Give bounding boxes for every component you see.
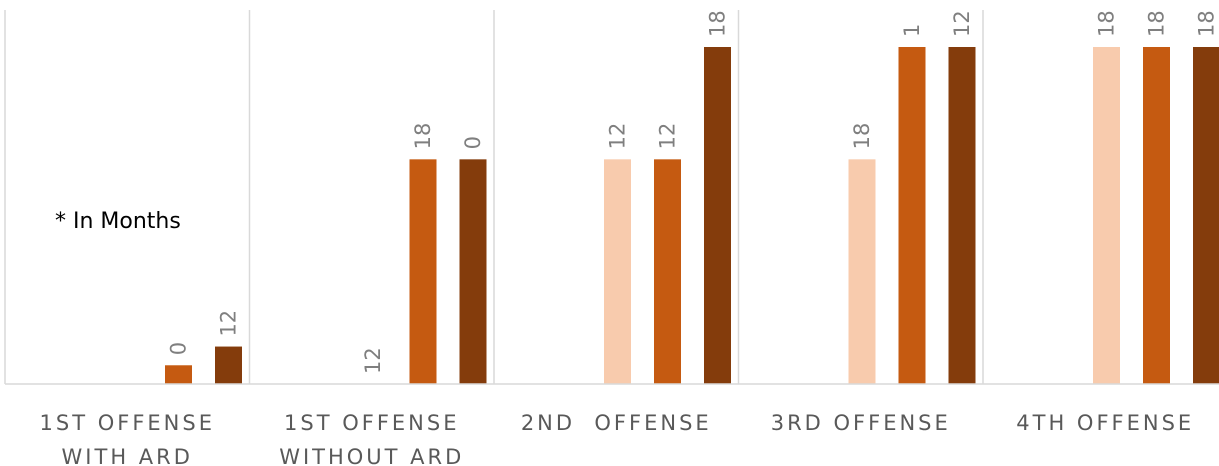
- data-label: 12: [606, 123, 630, 150]
- data-label: 12: [950, 10, 974, 37]
- data-label: 18: [1095, 10, 1119, 37]
- data-label: 12: [217, 310, 241, 337]
- category-label: WITH ARD: [62, 445, 193, 466]
- bar: [459, 159, 487, 384]
- bar: [704, 47, 731, 384]
- category-label: 3RD OFFENSE: [771, 411, 951, 435]
- bar: [1093, 47, 1120, 384]
- category-label: 2ND OFFENSE: [521, 411, 712, 435]
- data-label: 12: [361, 347, 385, 374]
- bar: [654, 159, 681, 384]
- bars: [165, 47, 1219, 384]
- data-label: 18: [1195, 10, 1219, 37]
- category-separators: [4, 10, 984, 384]
- bar: [948, 47, 976, 384]
- bar: [604, 159, 631, 384]
- category-label: 1ST OFFENSE: [40, 411, 215, 435]
- category-label: WITHOUT ARD: [279, 445, 464, 466]
- units-note: * In Months: [55, 209, 181, 234]
- data-label: 18: [706, 10, 730, 37]
- bar: [898, 47, 926, 384]
- category-labels: 1ST OFFENSE WITH ARD 1ST OFFENSE WITHOUT AR…: [40, 411, 1194, 466]
- bar: [165, 365, 192, 384]
- category-label: 4TH OFFENSE: [1016, 411, 1194, 435]
- bar: [1143, 47, 1170, 384]
- data-label: 18: [850, 123, 874, 150]
- category-label: 1ST OFFENSE: [284, 411, 459, 435]
- data-label: 18: [1145, 10, 1169, 37]
- data-label: 18: [411, 123, 435, 150]
- data-label: 12: [656, 123, 680, 150]
- bar: [848, 159, 876, 384]
- bar: [409, 159, 437, 384]
- data-label: 0: [461, 136, 485, 149]
- bar: [1193, 47, 1219, 384]
- data-labels: 0 12 12 18 0 12 12 18 18 1 12 18 18 18: [167, 10, 1219, 374]
- data-label: 0: [167, 342, 191, 355]
- data-label: 1: [900, 24, 924, 37]
- bar: [215, 346, 242, 384]
